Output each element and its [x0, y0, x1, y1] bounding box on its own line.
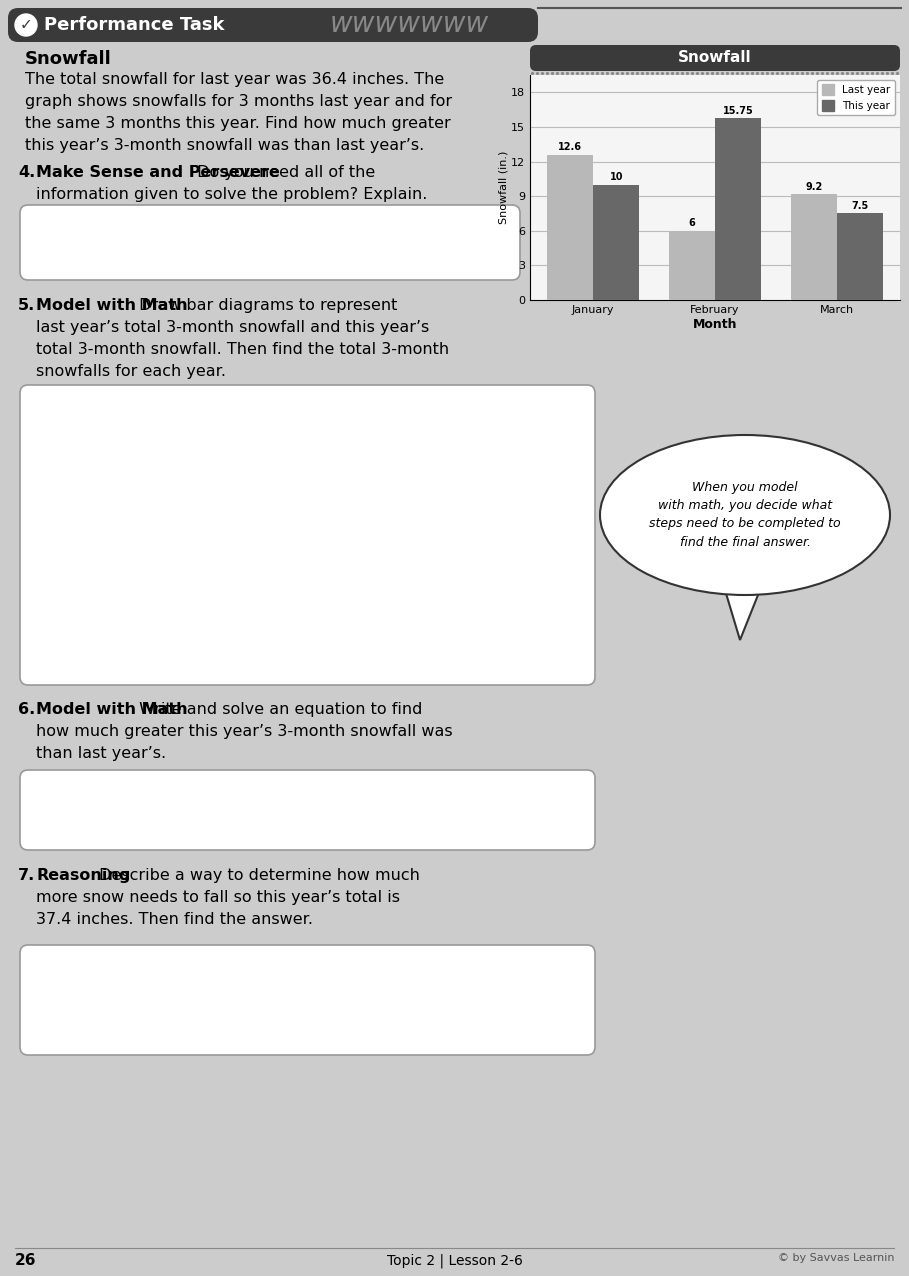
Bar: [669, 231, 715, 300]
Text: total 3-month snowfall. Then find the total 3-month: total 3-month snowfall. Then find the to…: [36, 342, 449, 357]
Text: 5.: 5.: [18, 299, 35, 313]
Text: wwwwwww: wwwwwww: [330, 10, 489, 38]
Bar: [791, 194, 837, 300]
Text: When you model
with math, you decide what
steps need to be completed to
find the: When you model with math, you decide wha…: [649, 481, 841, 549]
Text: 4.: 4.: [18, 165, 35, 180]
Y-axis label: Snowfall (in.): Snowfall (in.): [498, 151, 508, 225]
Text: 12.6: 12.6: [558, 143, 582, 152]
Text: how much greater this year’s 3-month snowfall was: how much greater this year’s 3-month sno…: [36, 723, 453, 739]
Text: the same 3 months this year. Find how much greater: the same 3 months this year. Find how mu…: [25, 116, 451, 131]
Text: 26: 26: [15, 1253, 36, 1268]
Ellipse shape: [600, 435, 890, 595]
FancyBboxPatch shape: [530, 45, 900, 71]
Text: snowfalls for each year.: snowfalls for each year.: [36, 364, 226, 379]
Text: Snowfall: Snowfall: [25, 50, 112, 68]
Text: 6.: 6.: [18, 702, 35, 717]
FancyBboxPatch shape: [8, 8, 538, 42]
Text: Draw bar diagrams to represent: Draw bar diagrams to represent: [134, 299, 397, 313]
Text: © by Savvas Learnin: © by Savvas Learnin: [777, 1253, 894, 1263]
Text: 7.: 7.: [18, 868, 35, 883]
Text: 15.75: 15.75: [723, 106, 754, 116]
FancyBboxPatch shape: [20, 385, 595, 685]
Text: Reasoning: Reasoning: [36, 868, 130, 883]
Text: graph shows snowfalls for 3 months last year and for: graph shows snowfalls for 3 months last …: [25, 94, 452, 108]
Text: 37.4 inches. Then find the answer.: 37.4 inches. Then find the answer.: [36, 912, 313, 926]
Text: Model with Math: Model with Math: [36, 299, 187, 313]
Text: 9.2: 9.2: [805, 181, 823, 191]
Text: this year’s 3-month snowfall was than last year’s.: this year’s 3-month snowfall was than la…: [25, 138, 425, 153]
Bar: [837, 213, 884, 300]
Text: Snowfall: Snowfall: [678, 51, 752, 65]
Text: information given to solve the problem? Explain.: information given to solve the problem? …: [36, 188, 427, 202]
Text: 6: 6: [688, 218, 695, 228]
Text: 7.5: 7.5: [852, 202, 869, 211]
Text: 10: 10: [610, 172, 623, 182]
Bar: [547, 154, 594, 300]
Text: than last year’s.: than last year’s.: [36, 746, 166, 760]
Text: Performance Task: Performance Task: [44, 17, 225, 34]
Polygon shape: [725, 590, 760, 641]
Text: Do you need all of the: Do you need all of the: [192, 165, 375, 180]
Legend: Last year, This year: Last year, This year: [817, 80, 894, 115]
Text: The total snowfall for last year was 36.4 inches. The: The total snowfall for last year was 36.…: [25, 71, 445, 87]
FancyBboxPatch shape: [20, 769, 595, 850]
FancyBboxPatch shape: [20, 205, 520, 279]
Text: Topic 2 | Lesson 2-6: Topic 2 | Lesson 2-6: [386, 1253, 523, 1267]
FancyBboxPatch shape: [20, 946, 595, 1055]
Text: last year’s total 3-month snowfall and this year’s: last year’s total 3-month snowfall and t…: [36, 320, 429, 336]
Text: more snow needs to fall so this year’s total is: more snow needs to fall so this year’s t…: [36, 889, 400, 905]
Bar: [594, 185, 639, 300]
Text: Describe a way to determine how much: Describe a way to determine how much: [95, 868, 420, 883]
Text: Make Sense and Persevere: Make Sense and Persevere: [36, 165, 280, 180]
Circle shape: [15, 14, 37, 36]
X-axis label: Month: Month: [693, 318, 737, 330]
Text: ✓: ✓: [20, 18, 33, 32]
Bar: [715, 119, 762, 300]
Text: Model with Math: Model with Math: [36, 702, 187, 717]
Text: Write and solve an equation to find: Write and solve an equation to find: [134, 702, 422, 717]
